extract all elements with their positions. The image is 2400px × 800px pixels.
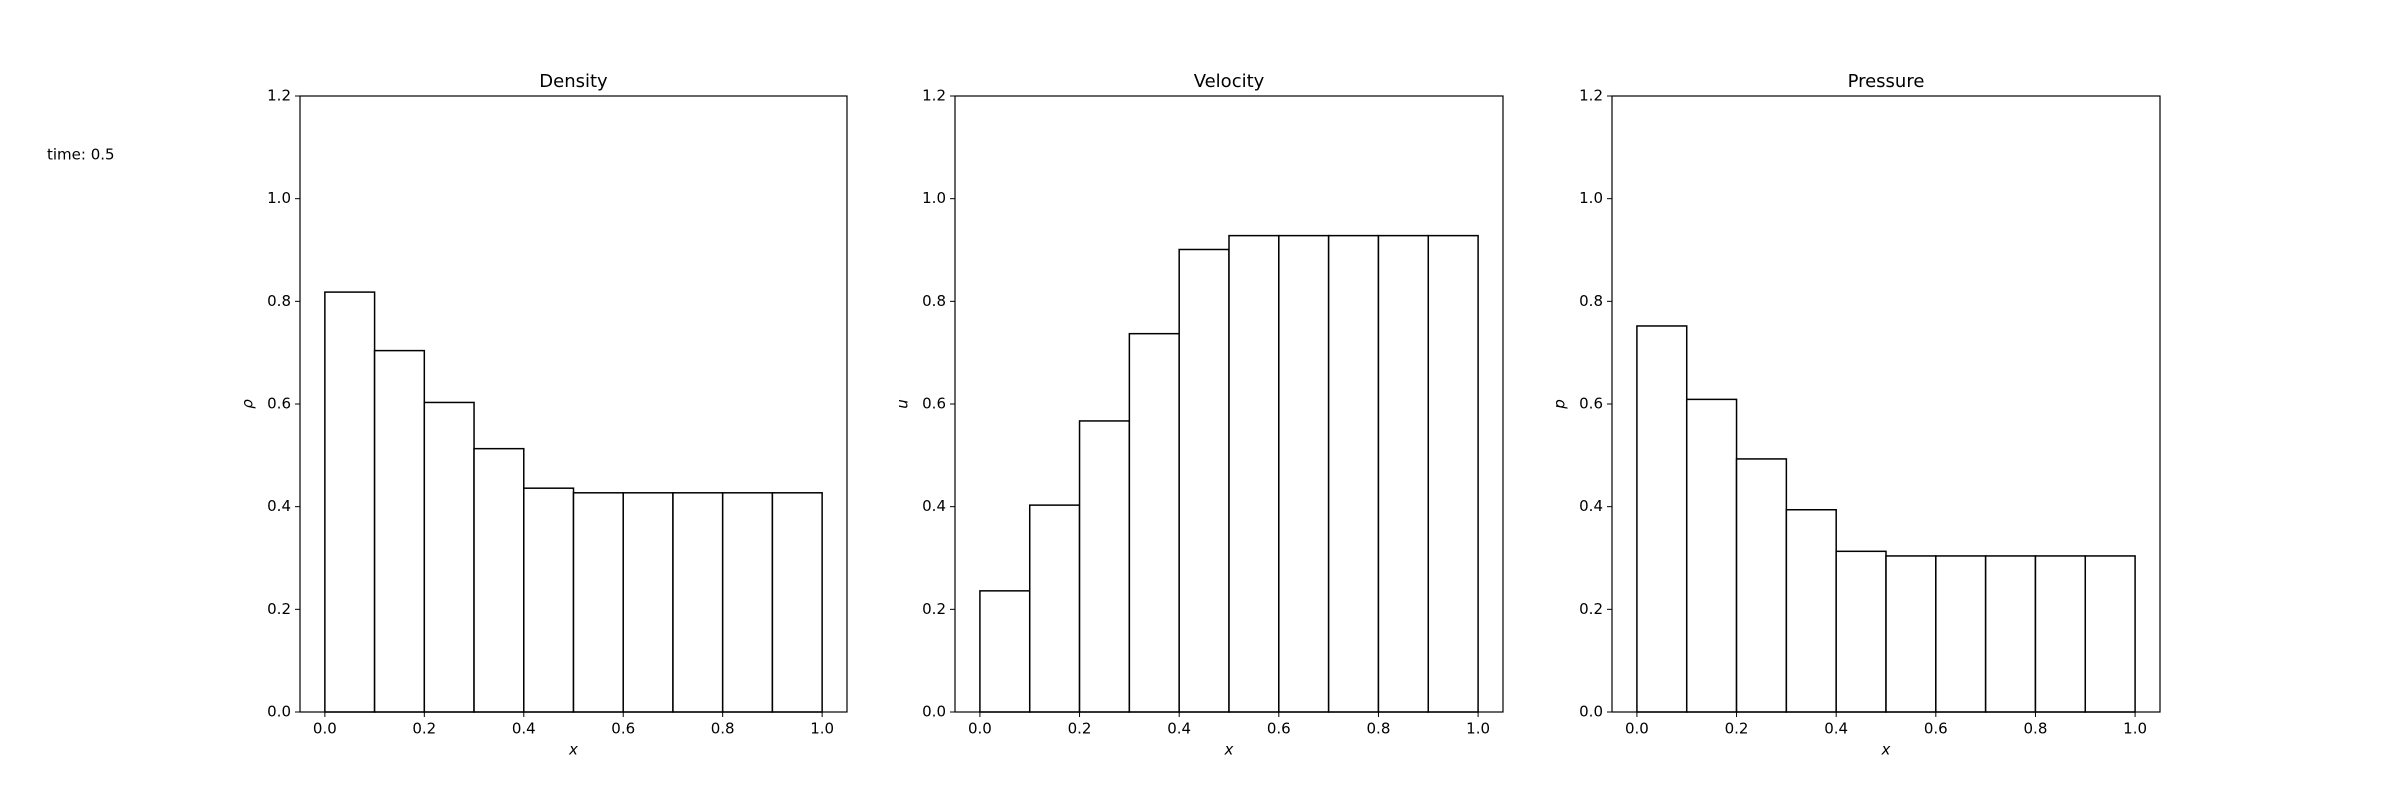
y-tick-label: 0.8 (267, 292, 291, 310)
x-tick-label: 1.0 (2123, 720, 2147, 738)
bar (1278, 234, 1330, 713)
bar (1078, 420, 1131, 713)
y-tick-label: 0.0 (267, 703, 291, 721)
bar (622, 492, 674, 713)
x-tick-label: 0.2 (1068, 720, 1092, 738)
x-tick-label: 1.0 (1466, 720, 1490, 738)
time-annotation: time: 0.5 (47, 146, 115, 164)
chart-title: Velocity (1194, 71, 1265, 92)
bar (1735, 458, 1788, 713)
bar (1685, 398, 1738, 713)
x-tick-label: 0.0 (968, 720, 992, 738)
bar (2034, 555, 2087, 713)
subplot: 0.0 0.2 0.4 0.6 0.8 1.0 0.0 0.2 0.4 0.6 0.8 1.0 1.2 P… (1551, 71, 2161, 759)
x-axis-label: x (1881, 741, 1891, 759)
y-tick-label: 1.0 (267, 189, 291, 207)
bar (373, 349, 426, 713)
x-tick-label: 0.4 (1167, 720, 1191, 738)
x-tick-label: 0.2 (412, 720, 436, 738)
y-tick-label: 0.0 (922, 703, 946, 721)
bar (771, 492, 823, 713)
bar (1885, 555, 1937, 713)
y-tick-label: 0.2 (267, 600, 291, 618)
subplot: 0.0 0.2 0.4 0.6 0.8 1.0 0.0 0.2 0.4 0.6 0.8 1.0 1.2 D… (239, 71, 848, 759)
y-axis-label: ρ (239, 399, 257, 409)
x-tick-label: 0.0 (313, 720, 337, 738)
x-tick-label: 0.8 (1367, 720, 1391, 738)
x-axis-label: x (1224, 741, 1234, 759)
y-tick-label: 0.8 (1579, 292, 1603, 310)
bar (324, 291, 376, 713)
y-tick-label: 0.4 (922, 497, 946, 515)
x-tick-label: 0.6 (1267, 720, 1291, 738)
bar (1028, 504, 1081, 713)
bar (1228, 234, 1280, 713)
bar (1427, 234, 1479, 713)
y-axis-label: u (894, 399, 912, 409)
x-tick-label: 0.8 (711, 720, 735, 738)
bar (1636, 325, 1688, 713)
x-tick-label: 0.2 (1725, 720, 1749, 738)
bar (1935, 555, 1987, 713)
x-tick-label: 0.6 (611, 720, 635, 738)
y-tick-label: 1.2 (267, 87, 291, 105)
y-tick-label: 0.4 (267, 497, 291, 515)
bar (672, 492, 724, 713)
x-axis-label: x (568, 741, 578, 759)
y-tick-label: 0.0 (1579, 703, 1603, 721)
bar (2084, 555, 2136, 713)
y-tick-label: 0.4 (1579, 497, 1603, 515)
x-tick-label: 0.6 (1924, 720, 1948, 738)
bar (423, 401, 475, 713)
bar (1327, 234, 1380, 713)
x-tick-label: 0.8 (2024, 720, 2048, 738)
chart-title: Density (539, 71, 608, 92)
y-tick-label: 0.6 (922, 395, 946, 413)
bar (1984, 555, 2037, 713)
x-tick-label: 0.4 (512, 720, 536, 738)
bar (1785, 508, 1837, 713)
y-tick-label: 1.2 (922, 87, 946, 105)
x-tick-label: 0.4 (1824, 720, 1848, 738)
y-tick-label: 0.6 (267, 395, 291, 413)
bar (1377, 234, 1430, 713)
y-tick-label: 1.0 (1579, 189, 1603, 207)
y-tick-label: 1.0 (922, 189, 946, 207)
bar (1178, 248, 1230, 713)
y-tick-label: 0.2 (922, 600, 946, 618)
bar (721, 492, 774, 713)
bar (1835, 550, 1887, 713)
x-tick-label: 1.0 (810, 720, 834, 738)
y-axis-label: p (1551, 399, 1569, 410)
x-tick-label: 0.0 (1625, 720, 1649, 738)
y-tick-label: 0.8 (922, 292, 946, 310)
subplot: 0.0 0.2 0.4 0.6 0.8 1.0 0.0 0.2 0.4 0.6 0.8 1.0 1.2 V… (894, 71, 1504, 759)
bar (572, 492, 624, 713)
bar (473, 447, 525, 713)
bar (523, 487, 575, 713)
chart-title: Pressure (1848, 71, 1925, 92)
y-tick-label: 0.2 (1579, 600, 1603, 618)
y-tick-label: 1.2 (1579, 87, 1603, 105)
y-tick-label: 0.6 (1579, 395, 1603, 413)
bar (1128, 332, 1180, 713)
bar (979, 590, 1031, 713)
